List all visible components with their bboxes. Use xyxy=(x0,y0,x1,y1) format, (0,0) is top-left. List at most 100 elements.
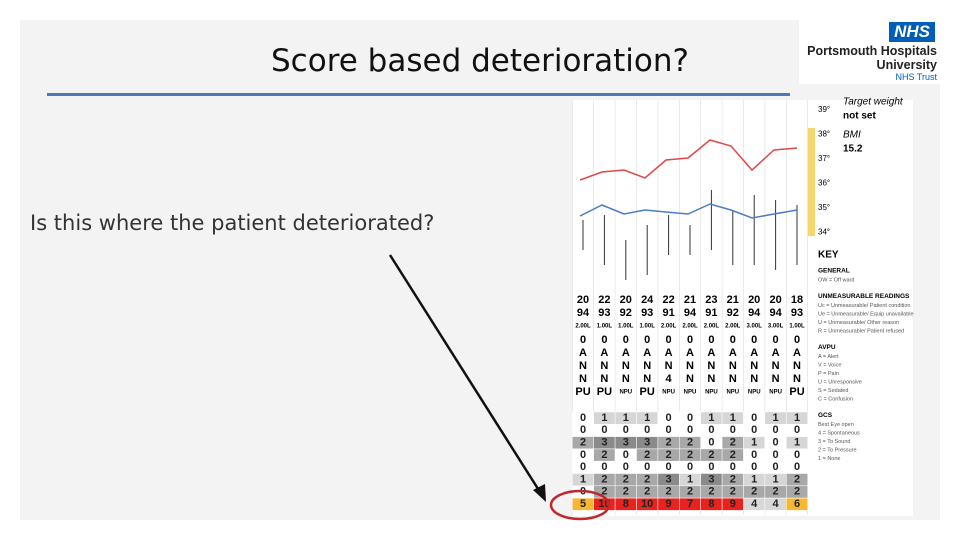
score-value: 0 xyxy=(773,437,779,449)
score-value: 1 xyxy=(687,473,693,485)
obs-cell: 23 xyxy=(705,294,717,306)
obs-cell: A xyxy=(643,347,651,359)
score-value: 0 xyxy=(751,449,757,461)
score-value: 2 xyxy=(687,486,693,498)
score-value: 2 xyxy=(644,449,650,461)
score-value: 0 xyxy=(708,424,714,436)
score-value: 1 xyxy=(623,412,629,424)
obs-cell: N xyxy=(600,360,608,372)
obs-cell: 93 xyxy=(791,307,803,319)
score-value: 3 xyxy=(644,437,650,449)
obs-cell: A xyxy=(729,347,737,359)
key-item: 1 = None xyxy=(818,456,840,462)
score-value: 0 xyxy=(751,461,757,473)
obs-cell: 2.00L xyxy=(575,324,591,330)
score-value: 1 xyxy=(601,412,607,424)
arrow-head xyxy=(533,484,546,502)
obs-cell: NPU xyxy=(726,390,739,396)
key-item: 4 = Spontaneous xyxy=(818,430,860,436)
score-value: 2 xyxy=(666,437,672,449)
obs-cell: 2.00L xyxy=(725,324,741,330)
score-value: 1 xyxy=(794,412,800,424)
nhs-badge: NHS xyxy=(889,22,935,42)
obs-cell: N xyxy=(729,373,737,385)
obs-cell: PU xyxy=(640,386,655,398)
pulse-line xyxy=(579,203,798,219)
score-value: 2 xyxy=(666,449,672,461)
obs-cell: 0 xyxy=(666,334,672,346)
score-value: 1 xyxy=(773,473,779,485)
obs-cell: 20 xyxy=(769,294,781,306)
score-value: 0 xyxy=(644,461,650,473)
trust-name: NHS Trust xyxy=(895,72,937,82)
score-value: 0 xyxy=(730,461,736,473)
side-label: Target weight xyxy=(843,97,904,108)
temp-line xyxy=(579,139,798,181)
score-value: 2 xyxy=(751,486,757,498)
obs-cell: 22 xyxy=(662,294,674,306)
obs-cell: 0 xyxy=(687,334,693,346)
obs-cell: PU xyxy=(789,386,804,398)
obs-cell: N xyxy=(643,373,651,385)
score-value: 3 xyxy=(708,473,714,485)
obs-cell: 0 xyxy=(601,334,607,346)
score-value: 0 xyxy=(794,461,800,473)
score-value: 0 xyxy=(687,424,693,436)
score-value: 10 xyxy=(641,498,653,510)
obs-cell: 3.00L xyxy=(747,324,763,330)
temp-label: 36° xyxy=(818,179,830,188)
score-value: 1 xyxy=(773,412,779,424)
key-item: Uc = Unmeasurable/ Patient condition xyxy=(818,303,910,309)
side-label: BMI xyxy=(843,130,861,141)
score-value: 1 xyxy=(708,412,714,424)
score-value: 8 xyxy=(708,498,714,510)
temp-label: 39° xyxy=(818,105,830,114)
key-heading: GCS xyxy=(818,412,833,419)
score-value: 7 xyxy=(687,498,693,510)
score-value: 2 xyxy=(623,473,629,485)
score-value: 2 xyxy=(773,486,779,498)
temp-label: 38° xyxy=(818,130,830,139)
obs-cell: N xyxy=(686,373,694,385)
temp-label: 34° xyxy=(818,228,830,237)
score-value: 0 xyxy=(623,461,629,473)
score-value: 0 xyxy=(708,437,714,449)
obs-cell: NPU xyxy=(748,390,761,396)
org-name: Portsmouth Hospitals xyxy=(807,44,937,58)
obs-cell: PU xyxy=(597,386,612,398)
key-item: S = Sedated xyxy=(818,388,848,394)
score-value: 0 xyxy=(623,449,629,461)
score-value: 0 xyxy=(751,412,757,424)
obs-cell: 94 xyxy=(577,307,590,319)
score-value: 6 xyxy=(794,498,800,510)
obs-cell: N xyxy=(622,373,630,385)
obs-cell: 0 xyxy=(644,334,650,346)
obs-cell: N xyxy=(750,373,758,385)
key-item: Ue = Unmeasurable/ Equip unavailable xyxy=(818,311,914,317)
obs-cell: N xyxy=(600,373,608,385)
score-value: 0 xyxy=(730,424,736,436)
score-value: 9 xyxy=(730,498,736,510)
key-heading: AVPU xyxy=(818,344,836,351)
key-item: V = Voice xyxy=(818,362,841,368)
score-value: 4 xyxy=(773,498,780,510)
score-value: 2 xyxy=(644,473,650,485)
score-value: 0 xyxy=(687,461,693,473)
key-item: 3 = To Sound xyxy=(818,439,850,445)
key-item: OW = Off ward xyxy=(818,277,854,283)
obs-cell: 1.00L xyxy=(597,324,613,330)
obs-cell: 0 xyxy=(580,334,586,346)
score-value: 1 xyxy=(644,412,650,424)
score-value: 1 xyxy=(751,473,757,485)
obs-cell: N xyxy=(665,360,673,372)
score-value: 0 xyxy=(601,424,607,436)
obs-cell: 1.00L xyxy=(789,324,805,330)
score-value: 0 xyxy=(773,424,779,436)
obs-cell: 3.00L xyxy=(768,324,784,330)
org-name: University xyxy=(876,58,937,72)
score-value: 0 xyxy=(751,424,757,436)
score-value: 2 xyxy=(623,486,629,498)
obs-cell: N xyxy=(707,360,715,372)
obs-cell: 92 xyxy=(727,307,739,319)
